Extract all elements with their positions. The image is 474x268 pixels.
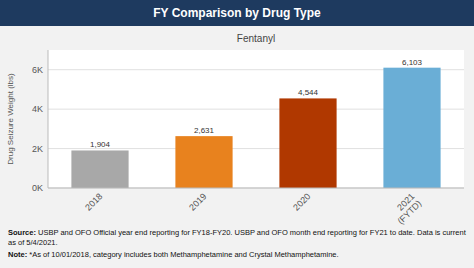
- data-label: 2,631: [194, 126, 215, 135]
- notes: Source: USBP and OFO Official year end r…: [0, 226, 474, 260]
- subtitle: Fentanyl: [237, 33, 275, 44]
- bars: [71, 68, 440, 188]
- x-tick-label: 2018: [83, 191, 104, 212]
- data-label: 6,103: [402, 58, 423, 67]
- title-bar: FY Comparison by Drug Type: [0, 0, 474, 26]
- y-tick-label: 4K: [32, 104, 43, 114]
- bar: [383, 68, 440, 188]
- data-label: 4,544: [298, 88, 319, 97]
- bar: [175, 136, 232, 188]
- y-axis-label: Drug Seizure Weight (lbs): [6, 73, 15, 165]
- x-axis-line: [48, 188, 464, 189]
- annotation: Note: *As of 10/01/2018, category includ…: [8, 250, 466, 260]
- chart: Fentanyl 0K 2K 4K 6K Drug Seizure Weight (lbs…: [0, 26, 474, 226]
- bar: [279, 98, 336, 188]
- annotation: Source: USBP and OFO Official year end r…: [8, 228, 466, 248]
- grid-line: [48, 188, 464, 189]
- y-tick-label: 0K: [32, 183, 43, 193]
- data-label: 1,904: [90, 140, 111, 149]
- bar: [71, 150, 128, 188]
- y-tick-label: 6K: [32, 65, 43, 75]
- y-axis-line: [48, 50, 49, 188]
- x-tick-label: 2020: [291, 191, 312, 212]
- x-tick-label: 2019: [187, 191, 208, 212]
- plot-background: [48, 50, 464, 188]
- x-tick-label: 2021(FYTD): [388, 191, 423, 226]
- y-tick-label: 2K: [32, 144, 43, 154]
